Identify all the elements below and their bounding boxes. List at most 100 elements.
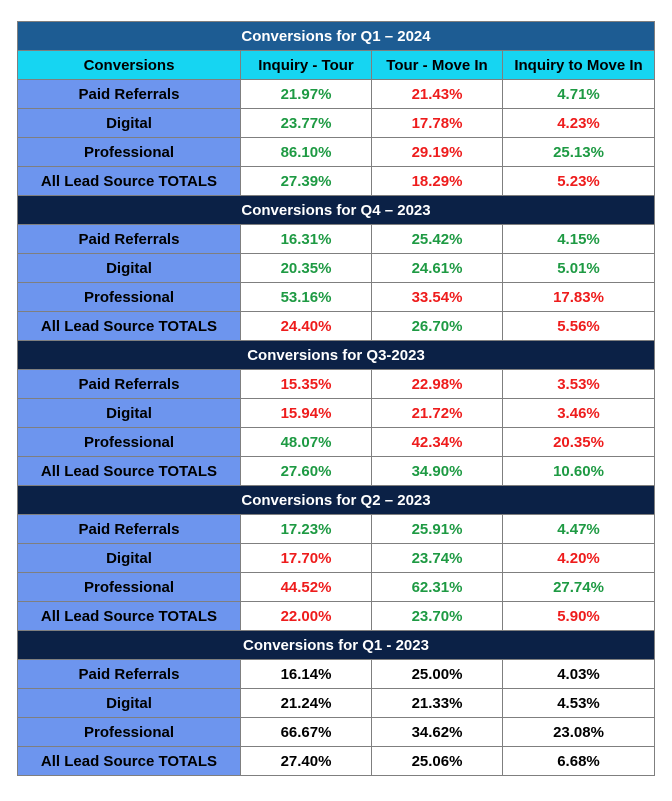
row-label: Digital (17, 688, 241, 718)
value-cell: 5.56% (502, 311, 655, 341)
value-cell: 25.06% (371, 746, 503, 776)
value-cell: 34.62% (371, 717, 503, 747)
section-title: Conversions for Q1 - 2023 (17, 630, 655, 660)
value-cell: 17.70% (240, 543, 372, 573)
table-row: Digital 21.24% 21.33% 4.53% (17, 688, 655, 718)
table-row: Digital 17.70% 23.74% 4.20% (17, 543, 655, 573)
table-row: All Lead Source TOTALS 27.60% 34.90% 10.60% (17, 456, 655, 486)
row-label: Paid Referrals (17, 514, 241, 544)
row-label: Professional (17, 137, 241, 167)
value-cell: 4.47% (502, 514, 655, 544)
value-cell: 17.78% (371, 108, 503, 138)
section-title: Conversions for Q2 – 2023 (17, 485, 655, 515)
column-header-row: Conversions Inquiry - Tour Tour - Move In I… (17, 50, 655, 80)
value-cell: 34.90% (371, 456, 503, 486)
row-label: Professional (17, 717, 241, 747)
row-label: Professional (17, 572, 241, 602)
value-cell: 86.10% (240, 137, 372, 167)
row-label: Paid Referrals (17, 369, 241, 399)
row-label: All Lead Source TOTALS (17, 601, 241, 631)
column-header: Conversions (17, 50, 241, 80)
value-cell: 23.77% (240, 108, 372, 138)
value-cell: 16.31% (240, 224, 372, 254)
row-label: Paid Referrals (17, 79, 241, 109)
value-cell: 15.94% (240, 398, 372, 428)
value-cell: 26.70% (371, 311, 503, 341)
value-cell: 18.29% (371, 166, 503, 196)
value-cell: 27.39% (240, 166, 372, 196)
table-row: Paid Referrals 17.23% 25.91% 4.47% (17, 514, 655, 544)
conversions-table-body: Conversions for Q1 – 2024 Conversions Inqu… (17, 21, 655, 776)
value-cell: 24.40% (240, 311, 372, 341)
value-cell: 42.34% (371, 427, 503, 457)
value-cell: 3.46% (502, 398, 655, 428)
value-cell: 21.72% (371, 398, 503, 428)
value-cell: 4.15% (502, 224, 655, 254)
row-label: All Lead Source TOTALS (17, 311, 241, 341)
section-header-row: Conversions for Q1 – 2024 (17, 21, 655, 51)
value-cell: 20.35% (240, 253, 372, 283)
row-label: All Lead Source TOTALS (17, 456, 241, 486)
row-label: Digital (17, 398, 241, 428)
value-cell: 21.43% (371, 79, 503, 109)
value-cell: 21.97% (240, 79, 372, 109)
section-title: Conversions for Q1 – 2024 (17, 21, 655, 51)
value-cell: 4.23% (502, 108, 655, 138)
row-label: Paid Referrals (17, 659, 241, 689)
value-cell: 22.00% (240, 601, 372, 631)
value-cell: 25.13% (502, 137, 655, 167)
table-row: Digital 15.94% 21.72% 3.46% (17, 398, 655, 428)
row-label: Digital (17, 543, 241, 573)
table-row: Professional 53.16% 33.54% 17.83% (17, 282, 655, 312)
section-header-row: Conversions for Q3-2023 (17, 340, 655, 370)
section-title: Conversions for Q3-2023 (17, 340, 655, 370)
value-cell: 22.98% (371, 369, 503, 399)
value-cell: 33.54% (371, 282, 503, 312)
value-cell: 4.53% (502, 688, 655, 718)
section-title: Conversions for Q4 – 2023 (17, 195, 655, 225)
section-header-row: Conversions for Q4 – 2023 (17, 195, 655, 225)
column-header: Inquiry to Move In (502, 50, 655, 80)
value-cell: 15.35% (240, 369, 372, 399)
value-cell: 4.03% (502, 659, 655, 689)
value-cell: 23.08% (502, 717, 655, 747)
table-row: Digital 23.77% 17.78% 4.23% (17, 108, 655, 138)
row-label: All Lead Source TOTALS (17, 746, 241, 776)
value-cell: 21.24% (240, 688, 372, 718)
value-cell: 44.52% (240, 572, 372, 602)
value-cell: 27.60% (240, 456, 372, 486)
value-cell: 23.74% (371, 543, 503, 573)
value-cell: 5.01% (502, 253, 655, 283)
value-cell: 23.70% (371, 601, 503, 631)
value-cell: 21.33% (371, 688, 503, 718)
table-row: All Lead Source TOTALS 24.40% 26.70% 5.56% (17, 311, 655, 341)
value-cell: 29.19% (371, 137, 503, 167)
table-row: Professional 86.10% 29.19% 25.13% (17, 137, 655, 167)
value-cell: 16.14% (240, 659, 372, 689)
table-row: Paid Referrals 16.31% 25.42% 4.15% (17, 224, 655, 254)
value-cell: 66.67% (240, 717, 372, 747)
table-row: Paid Referrals 21.97% 21.43% 4.71% (17, 79, 655, 109)
value-cell: 5.90% (502, 601, 655, 631)
table-row: All Lead Source TOTALS 27.40% 25.06% 6.68% (17, 746, 655, 776)
value-cell: 4.20% (502, 543, 655, 573)
table-row: Paid Referrals 16.14% 25.00% 4.03% (17, 659, 655, 689)
value-cell: 25.91% (371, 514, 503, 544)
value-cell: 3.53% (502, 369, 655, 399)
value-cell: 5.23% (502, 166, 655, 196)
value-cell: 25.42% (371, 224, 503, 254)
value-cell: 6.68% (502, 746, 655, 776)
row-label: Professional (17, 282, 241, 312)
row-label: All Lead Source TOTALS (17, 166, 241, 196)
column-header: Tour - Move In (371, 50, 503, 80)
table-row: Professional 44.52% 62.31% 27.74% (17, 572, 655, 602)
value-cell: 17.23% (240, 514, 372, 544)
value-cell: 10.60% (502, 456, 655, 486)
value-cell: 53.16% (240, 282, 372, 312)
value-cell: 24.61% (371, 253, 503, 283)
row-label: Digital (17, 108, 241, 138)
value-cell: 27.74% (502, 572, 655, 602)
value-cell: 17.83% (502, 282, 655, 312)
table-row: Professional 66.67% 34.62% 23.08% (17, 717, 655, 747)
section-header-row: Conversions for Q1 - 2023 (17, 630, 655, 660)
